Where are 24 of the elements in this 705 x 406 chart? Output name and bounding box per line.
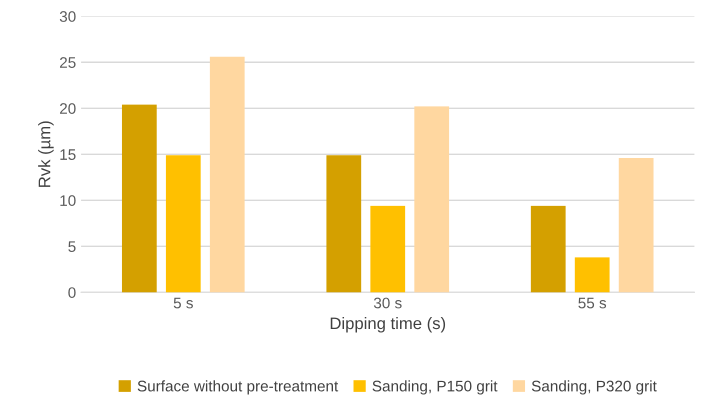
bar xyxy=(574,257,610,292)
y-axis-title: Rvk (µm) xyxy=(38,121,54,187)
legend-label: Surface without pre-treatment xyxy=(138,380,338,395)
bar xyxy=(414,106,450,292)
y-tick-label: 25 xyxy=(60,57,76,68)
x-tick-label: 55 s xyxy=(578,298,606,308)
x-tick-label: 5 s xyxy=(174,298,193,308)
bar xyxy=(618,158,654,292)
x-tick-label: 30 s xyxy=(374,298,402,308)
y-tick-label: 10 xyxy=(60,195,76,206)
y-tick-label: 20 xyxy=(60,103,76,114)
bar xyxy=(122,104,157,292)
legend-label: Sanding, P320 grit xyxy=(532,380,657,395)
bar xyxy=(326,155,362,292)
bar xyxy=(530,206,566,292)
x-axis-title: Dipping time (s) xyxy=(330,316,446,333)
bar xyxy=(166,155,201,292)
y-tick-label: 15 xyxy=(60,149,76,160)
y-tick-label: 0 xyxy=(68,287,76,298)
bar xyxy=(370,206,406,292)
y-tick-label: 5 xyxy=(68,241,76,252)
legend-label: Sanding, P150 grit xyxy=(372,380,498,395)
y-tick-label: 30 xyxy=(60,11,76,22)
bar xyxy=(210,56,245,292)
